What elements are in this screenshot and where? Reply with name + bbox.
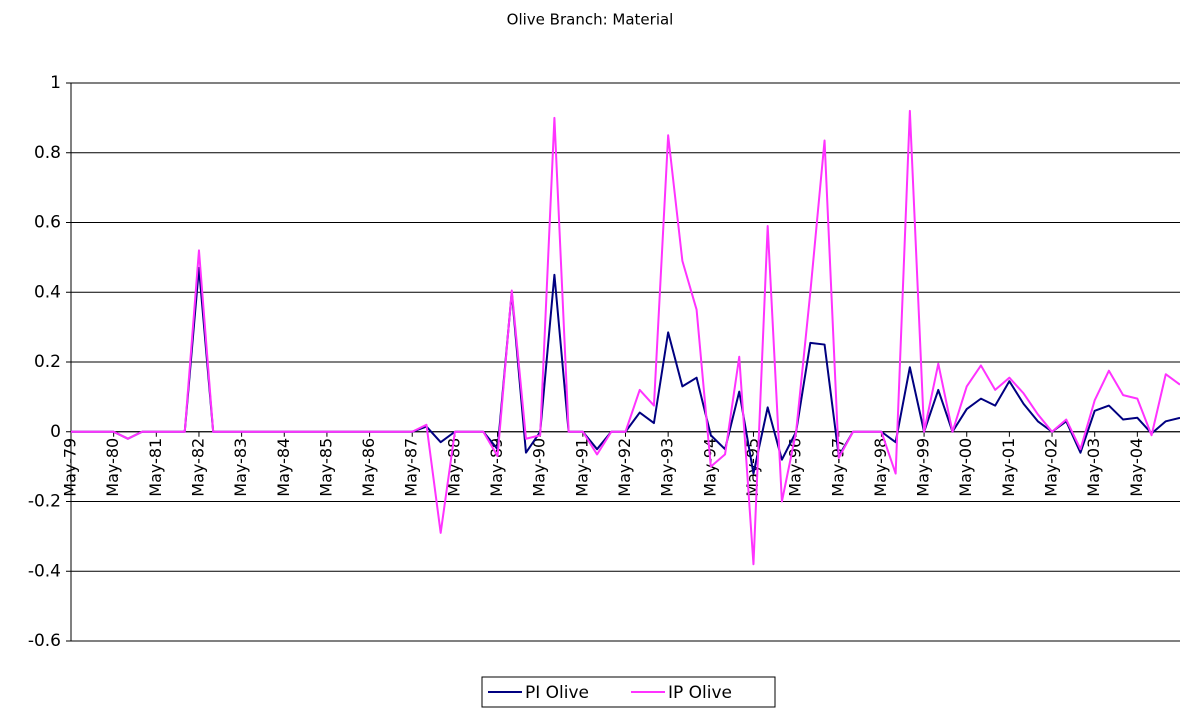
x-tick-label: May-99 <box>914 438 933 497</box>
x-tick-label: May-98 <box>871 438 890 497</box>
x-tick-label: May-96 <box>786 438 805 497</box>
x-tick-label: May-02 <box>1042 438 1061 497</box>
x-tick-label: May-92 <box>615 438 634 497</box>
x-tick-label: May-04 <box>1127 438 1146 497</box>
x-tick-label: May-00 <box>956 438 975 497</box>
y-tick-label: -0.4 <box>28 561 61 581</box>
y-tick-label: 1 <box>50 73 61 93</box>
x-tick-label: May-90 <box>530 438 549 497</box>
x-tick-label: May-01 <box>999 438 1018 497</box>
x-tick-label: May-94 <box>700 438 719 497</box>
x-tick-label: May-80 <box>103 438 122 497</box>
y-tick-label: 0.6 <box>34 213 61 233</box>
legend: PI Olive IP Olive <box>481 676 776 708</box>
x-tick-label: May-89 <box>487 438 506 497</box>
series-line <box>71 109 1180 566</box>
x-tick-label: May-81 <box>146 438 165 497</box>
x-tick-label: May-86 <box>359 438 378 497</box>
y-tick-label: 0.2 <box>34 352 61 372</box>
x-tick-label: May-88 <box>444 438 463 497</box>
x-tick-label: May-83 <box>231 438 250 497</box>
x-tick-label: May-82 <box>188 438 207 497</box>
x-tick-label: May-03 <box>1084 438 1103 497</box>
y-tick-label: 0 <box>50 422 61 442</box>
legend-label: IP Olive <box>668 683 732 703</box>
x-tick-label: May-85 <box>316 438 335 497</box>
legend-label: PI Olive <box>525 683 589 703</box>
legend-box <box>481 676 776 708</box>
chart-title: Olive Branch: Material <box>507 11 674 29</box>
x-tick-label: May-93 <box>658 438 677 497</box>
x-tick-label: May-79 <box>61 438 80 497</box>
x-tick-label: May-87 <box>402 438 421 497</box>
x-tick-label: May-91 <box>572 438 591 497</box>
x-tick-label: May-84 <box>274 438 293 497</box>
y-tick-label: -0.2 <box>28 492 61 512</box>
y-tick-label: -0.6 <box>28 631 61 651</box>
y-tick-label: 0.8 <box>34 143 61 163</box>
y-tick-label: 0.4 <box>34 282 61 302</box>
